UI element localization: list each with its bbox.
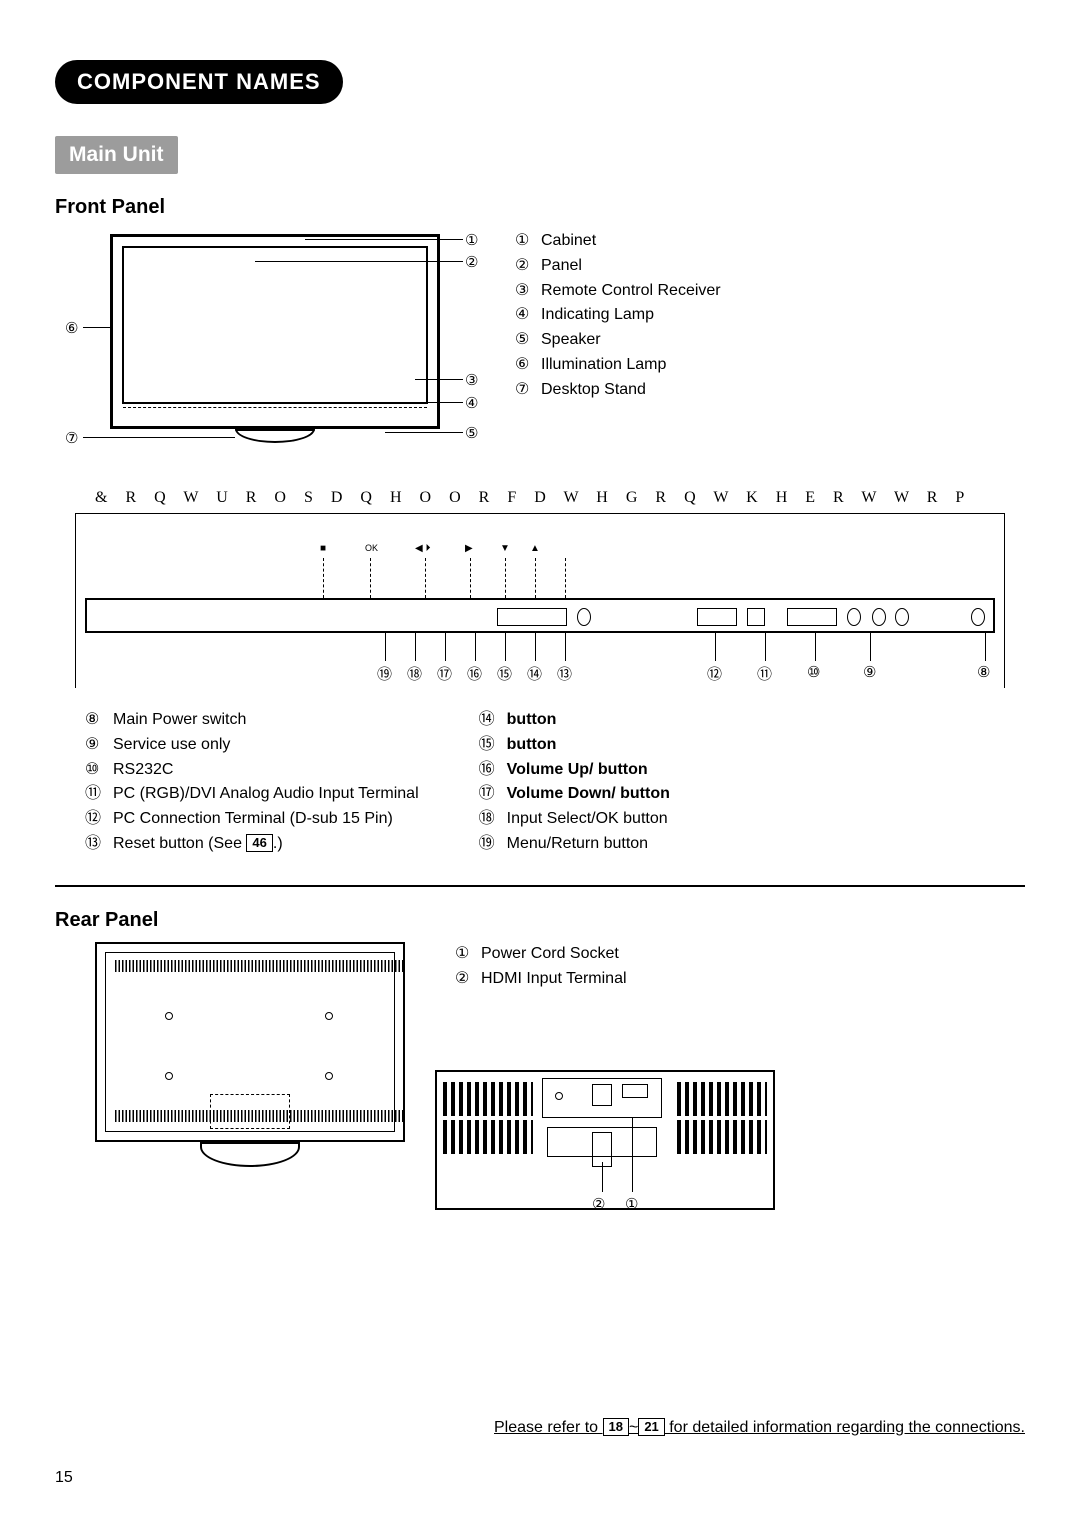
legend-item: ⑧Main Power switch	[85, 708, 419, 733]
rear-detail-num-1: ①	[625, 1195, 638, 1213]
page-ref-21: 21	[638, 1418, 664, 1436]
legend-item: ⑩RS232C	[85, 758, 419, 783]
front-legend-top: ①Cabinet②Panel③Remote Control Receiver④I…	[515, 229, 721, 403]
rear-tv-diagram	[95, 942, 425, 1177]
legend-item: ⑯Volume Up/ button	[479, 758, 670, 783]
section-title: COMPONENT NAMES	[55, 60, 343, 104]
sub-tag-main-unit: Main Unit	[55, 136, 178, 174]
legend-item: ④Indicating Lamp	[515, 303, 721, 328]
front-tv-diagram: ① ② ③ ④ ⑤ ⑥ ⑦	[55, 229, 485, 459]
legend-item: ①Power Cord Socket	[455, 942, 1025, 967]
control-panel-caption: & R Q W U R O S D Q H O O R F D W H G R …	[95, 489, 1025, 507]
legend-item: ⑱Input Select/OK button	[479, 807, 670, 832]
legend-item: ⑤Speaker	[515, 328, 721, 353]
callout-5: ⑤	[465, 424, 478, 442]
rear-panel-title: Rear Panel	[55, 909, 1025, 932]
divider	[55, 885, 1025, 887]
legend-item: ⑲Menu/Return button	[479, 832, 670, 857]
control-legend-left: ⑧Main Power switch⑨Service use only⑩RS23…	[85, 708, 419, 857]
callout-6: ⑥	[65, 319, 78, 337]
legend-item: ⑨Service use only	[85, 733, 419, 758]
callout-4: ④	[465, 394, 478, 412]
rear-legend: ①Power Cord Socket②HDMI Input Terminal	[455, 942, 1025, 992]
callout-3: ③	[465, 371, 478, 389]
legend-item: ⑥Illumination Lamp	[515, 353, 721, 378]
page-ref-18: 18	[603, 1418, 629, 1436]
footer-note: Please refer to 18~21 for detailed infor…	[494, 1418, 1025, 1437]
callout-7: ⑦	[65, 429, 78, 447]
control-panel-diagram: ■ OK ◀ ⏵ ▶ ▼ ▲	[75, 513, 1005, 688]
rear-detail-diagram: ② ①	[435, 1070, 775, 1210]
page-number: 15	[55, 1469, 73, 1487]
control-legend-right: ⑭button⑮button⑯Volume Up/ button⑰Volume …	[479, 708, 670, 857]
legend-item: ⑪PC (RGB)/DVI Analog Audio Input Termina…	[85, 782, 419, 807]
legend-item: ⑫PC Connection Terminal (D-sub 15 Pin)	[85, 807, 419, 832]
front-panel-title: Front Panel	[55, 196, 1025, 219]
legend-item: ⑮button	[479, 733, 670, 758]
callout-2: ②	[465, 253, 478, 271]
callout-1: ①	[465, 231, 478, 249]
legend-item: ⑭button	[479, 708, 670, 733]
rear-detail-num-2: ②	[592, 1195, 605, 1213]
legend-item-reset: ⑬Reset button (See 46.)	[85, 832, 419, 857]
legend-item: ③Remote Control Receiver	[515, 279, 721, 304]
legend-item: ⑦Desktop Stand	[515, 378, 721, 403]
legend-item: ②HDMI Input Terminal	[455, 967, 1025, 992]
legend-item: ⑰Volume Down/ button	[479, 782, 670, 807]
legend-item: ①Cabinet	[515, 229, 721, 254]
legend-item: ②Panel	[515, 254, 721, 279]
